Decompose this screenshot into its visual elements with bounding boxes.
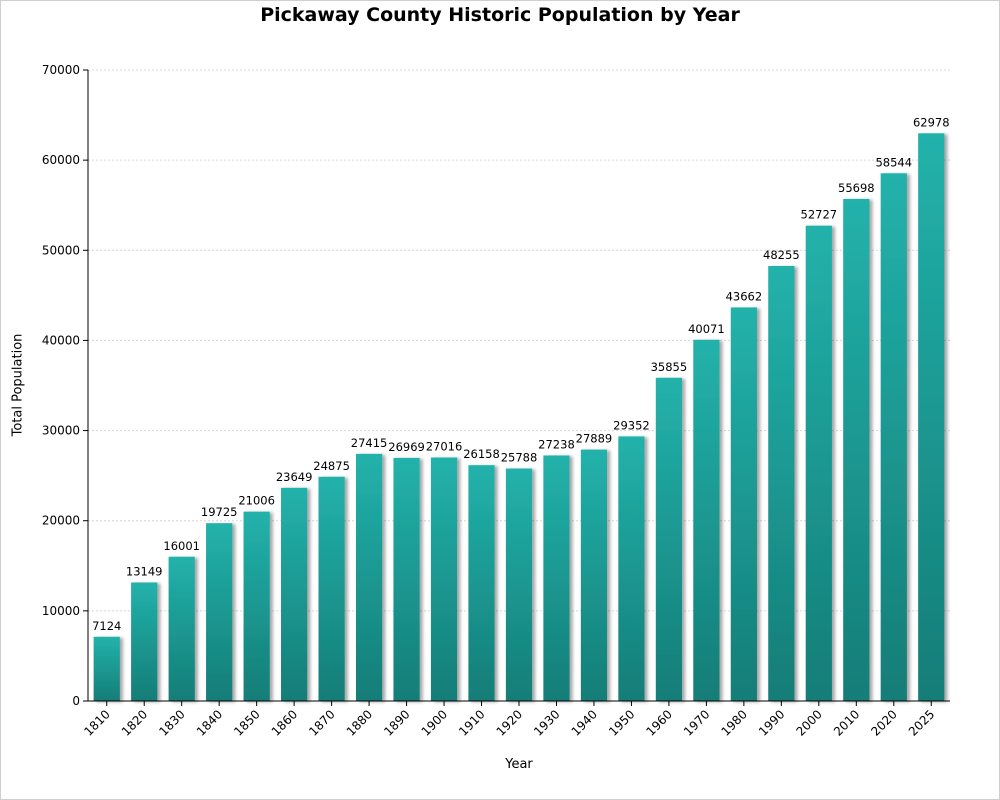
x-tick-label-2000: 2000 <box>793 707 824 738</box>
value-label-1860: 23649 <box>276 470 313 484</box>
y-tick-label: 70000 <box>42 63 80 77</box>
x-tick-label-2020: 2020 <box>868 707 899 738</box>
bar-1940 <box>580 449 608 701</box>
value-label-2020: 58544 <box>875 155 912 169</box>
bar-1930 <box>543 455 570 701</box>
value-label-2000: 52727 <box>801 208 838 222</box>
bar-2025 <box>918 133 945 701</box>
y-tick-label: 50000 <box>42 243 80 257</box>
x-tick-label-2025: 2025 <box>906 707 937 738</box>
bars <box>93 133 945 702</box>
value-label-1960: 35855 <box>651 360 688 374</box>
value-label-1970: 40071 <box>688 322 725 336</box>
x-tick-label-1890: 1890 <box>381 707 412 738</box>
bar-1870 <box>318 476 345 701</box>
x-tick-label-1820: 1820 <box>119 707 150 738</box>
value-label-1980: 43662 <box>726 289 763 303</box>
bar-1850 <box>243 511 270 701</box>
x-tick-label-1900: 1900 <box>419 707 450 738</box>
bar-1840 <box>206 523 233 701</box>
value-label-1930: 27238 <box>538 437 575 451</box>
value-label-2025: 62978 <box>913 115 950 129</box>
y-tick-label: 60000 <box>42 153 80 167</box>
y-tick-label: 30000 <box>42 424 80 438</box>
bar-1910 <box>468 465 495 701</box>
x-tick-label-1840: 1840 <box>194 707 225 738</box>
x-tick-label-1930: 1930 <box>531 707 562 738</box>
bar-1950 <box>618 436 645 701</box>
x-tick-label-1980: 1980 <box>718 707 749 738</box>
value-label-1840: 19725 <box>201 505 238 519</box>
value-label-1890: 26969 <box>388 440 425 454</box>
value-label-1880: 27415 <box>351 436 388 450</box>
x-tick-label-1920: 1920 <box>494 707 525 738</box>
x-tick-label-1850: 1850 <box>231 707 262 738</box>
value-label-1940: 27889 <box>576 432 613 446</box>
bar-1900 <box>430 457 458 701</box>
x-tick-label-1860: 1860 <box>269 707 300 738</box>
bar-1970 <box>693 339 720 701</box>
value-label-1830: 16001 <box>163 539 200 553</box>
bar-1920 <box>505 468 533 701</box>
x-tick-label-1830: 1830 <box>156 707 187 738</box>
y-tick-label: 20000 <box>42 514 80 528</box>
x-tick-label-1910: 1910 <box>456 707 487 738</box>
value-label-1950: 29352 <box>613 418 650 432</box>
x-tick-label-1960: 1960 <box>644 707 675 738</box>
value-label-1910: 26158 <box>463 447 500 461</box>
bar-1810 <box>93 636 120 701</box>
bar-1890 <box>393 457 420 701</box>
bar-2010 <box>843 198 870 702</box>
bar-1960 <box>655 377 683 701</box>
value-label-2010: 55698 <box>838 181 875 195</box>
chart-title: Pickaway County Historic Population by Y… <box>260 4 740 26</box>
bar-1820 <box>131 582 158 701</box>
bar-1830 <box>168 556 195 701</box>
value-label-1810: 7124 <box>92 619 121 633</box>
x-tick-label-1950: 1950 <box>606 707 637 738</box>
x-tick-label-1870: 1870 <box>306 707 337 738</box>
axes <box>83 69 950 706</box>
value-label-1870: 24875 <box>313 459 350 473</box>
bar-2000 <box>805 225 832 702</box>
x-tick-label-1810: 1810 <box>81 707 112 738</box>
x-axis-label: Year <box>505 757 533 772</box>
value-label-1920: 25788 <box>501 451 538 465</box>
x-tick-label-1970: 1970 <box>681 707 712 738</box>
bar-1880 <box>355 453 383 701</box>
value-label-1900: 27016 <box>426 439 463 453</box>
bar-2020 <box>880 173 907 702</box>
value-label-1820: 13149 <box>126 564 163 578</box>
value-label-1990: 48255 <box>763 248 800 262</box>
x-tick-label-1880: 1880 <box>344 707 375 738</box>
x-tick-label-1940: 1940 <box>569 707 600 738</box>
value-label-1850: 21006 <box>238 494 275 508</box>
y-tick-label: 10000 <box>42 604 80 618</box>
x-tick-label-1990: 1990 <box>756 707 787 738</box>
x-tick-label-2010: 2010 <box>831 707 862 738</box>
y-tick-label: 40000 <box>42 333 80 347</box>
y-tick-label: 0 <box>72 694 80 708</box>
bar-1990 <box>768 266 795 701</box>
bar-1980 <box>730 307 757 701</box>
bar-1860 <box>281 487 308 701</box>
